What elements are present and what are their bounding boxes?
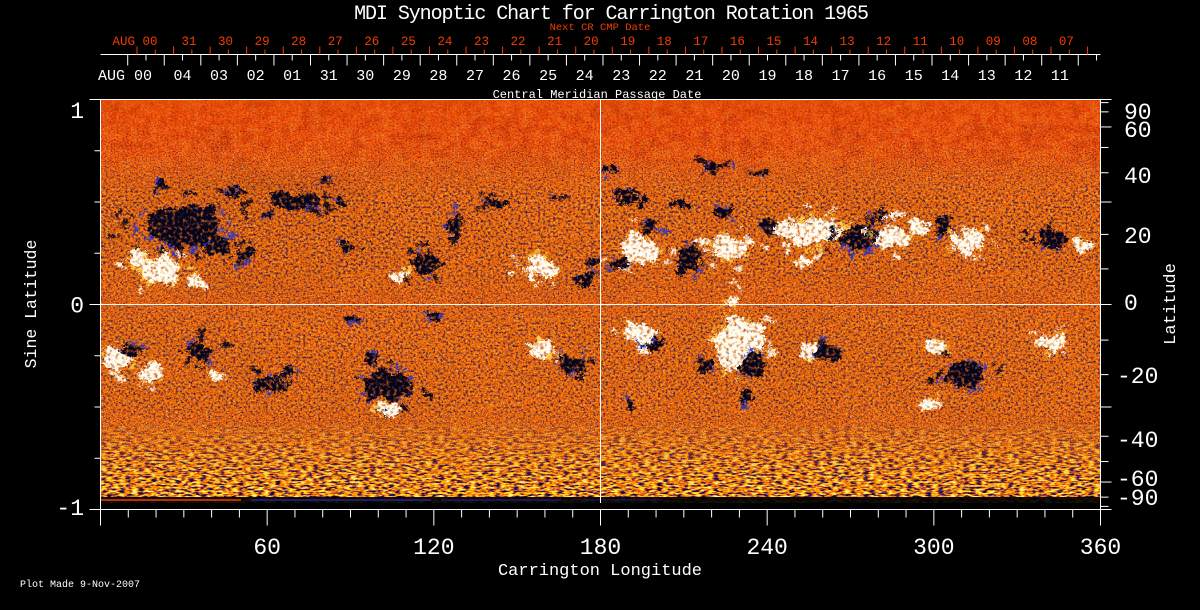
svg-text:AUG 00: AUG 00: [98, 68, 152, 85]
svg-text:180: 180: [580, 535, 621, 561]
svg-text:12: 12: [876, 35, 891, 49]
svg-text:20: 20: [584, 35, 599, 49]
svg-text:23: 23: [612, 68, 630, 85]
svg-text:15: 15: [766, 35, 781, 49]
svg-text:Carrington Longitude: Carrington Longitude: [498, 562, 702, 581]
svg-text:07: 07: [1059, 35, 1074, 49]
svg-text:31: 31: [181, 35, 196, 49]
svg-text:23: 23: [474, 35, 489, 49]
svg-text:22: 22: [511, 35, 526, 49]
svg-text:01: 01: [283, 68, 301, 85]
svg-text:30: 30: [356, 68, 374, 85]
svg-text:60: 60: [1124, 118, 1152, 144]
svg-text:11: 11: [913, 35, 928, 49]
svg-text:17: 17: [832, 68, 850, 85]
svg-text:19: 19: [758, 68, 776, 85]
svg-text:24: 24: [576, 68, 594, 85]
svg-text:13: 13: [840, 35, 855, 49]
svg-text:04: 04: [173, 68, 191, 85]
svg-text:02: 02: [247, 68, 265, 85]
svg-text:Next CR CMP Date: Next CR CMP Date: [550, 22, 651, 34]
svg-text:26: 26: [503, 68, 521, 85]
svg-text:60: 60: [253, 535, 281, 561]
svg-text:AUG 00: AUG 00: [112, 35, 157, 49]
svg-text:21: 21: [685, 68, 703, 85]
svg-text:12: 12: [1014, 68, 1032, 85]
svg-text:-20: -20: [1117, 364, 1158, 390]
svg-text:27: 27: [466, 68, 484, 85]
svg-text:-90: -90: [1117, 486, 1158, 512]
svg-text:-1: -1: [56, 496, 84, 522]
svg-text:16: 16: [868, 68, 886, 85]
svg-text:360: 360: [1080, 535, 1121, 561]
svg-text:1: 1: [70, 99, 84, 125]
svg-text:21: 21: [547, 35, 562, 49]
svg-text:20: 20: [722, 68, 740, 85]
svg-text:300: 300: [913, 535, 954, 561]
svg-text:26: 26: [364, 35, 379, 49]
svg-text:Sine Latitude: Sine Latitude: [22, 240, 41, 369]
svg-text:30: 30: [218, 35, 233, 49]
svg-text:19: 19: [620, 35, 635, 49]
svg-text:18: 18: [657, 35, 672, 49]
svg-text:Latitude: Latitude: [1162, 263, 1181, 345]
svg-text:10: 10: [949, 35, 964, 49]
svg-text:Central Meridian Passage Date: Central Meridian Passage Date: [493, 88, 702, 102]
svg-text:14: 14: [803, 35, 818, 49]
svg-text:40: 40: [1124, 164, 1152, 190]
svg-text:MDI Synoptic Chart for Carring: MDI Synoptic Chart for Carrington Rotati…: [354, 3, 868, 26]
svg-text:Plot Made 9-Nov-2007: Plot Made 9-Nov-2007: [20, 579, 140, 591]
svg-text:-60: -60: [1117, 467, 1158, 493]
svg-text:240: 240: [746, 535, 787, 561]
svg-text:90: 90: [1124, 100, 1152, 126]
svg-text:22: 22: [649, 68, 667, 85]
svg-text:16: 16: [730, 35, 745, 49]
svg-text:-40: -40: [1117, 428, 1158, 454]
svg-text:25: 25: [401, 35, 416, 49]
svg-text:11: 11: [1051, 68, 1069, 85]
svg-text:120: 120: [413, 535, 454, 561]
svg-text:29: 29: [393, 68, 411, 85]
svg-text:13: 13: [978, 68, 996, 85]
svg-text:08: 08: [1022, 35, 1037, 49]
svg-text:17: 17: [693, 35, 708, 49]
svg-text:0: 0: [1124, 291, 1138, 317]
svg-text:28: 28: [291, 35, 306, 49]
svg-text:0: 0: [70, 294, 84, 320]
svg-text:18: 18: [795, 68, 813, 85]
svg-text:03: 03: [210, 68, 228, 85]
svg-text:24: 24: [437, 35, 452, 49]
svg-text:14: 14: [941, 68, 959, 85]
svg-text:29: 29: [255, 35, 270, 49]
svg-text:28: 28: [429, 68, 447, 85]
svg-text:20: 20: [1124, 224, 1152, 250]
svg-text:25: 25: [539, 68, 557, 85]
svg-text:31: 31: [320, 68, 338, 85]
svg-text:27: 27: [328, 35, 343, 49]
svg-text:15: 15: [905, 68, 923, 85]
svg-text:09: 09: [986, 35, 1001, 49]
